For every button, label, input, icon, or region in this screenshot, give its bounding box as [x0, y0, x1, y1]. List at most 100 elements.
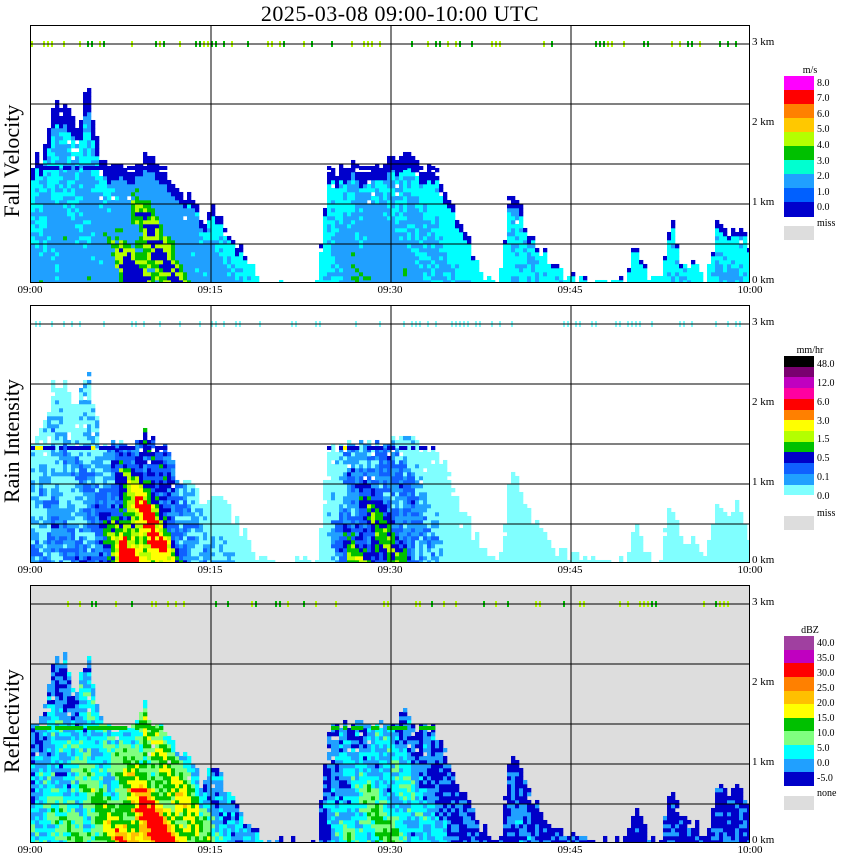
echo-cell — [83, 171, 88, 177]
echo-cell — [99, 519, 104, 525]
echo-cell — [175, 239, 180, 245]
echo-cell — [99, 511, 104, 517]
echo-cell — [155, 235, 160, 241]
echo-cell — [83, 151, 88, 157]
echo-cell — [179, 523, 184, 529]
echo-cell — [79, 135, 84, 141]
echo-cell — [411, 187, 416, 193]
echo-cell — [163, 547, 168, 553]
echo-cell — [367, 219, 372, 225]
echo-cell — [335, 519, 340, 525]
echo-cell — [235, 543, 240, 549]
echo-cell — [79, 463, 84, 469]
echo-cell — [107, 223, 112, 229]
echo-cell — [115, 519, 120, 525]
echo-cell — [51, 187, 56, 193]
echo-cell — [391, 219, 396, 225]
echo-cell — [335, 551, 340, 557]
echo-cell — [51, 487, 56, 493]
echo-cell — [83, 459, 88, 465]
echo-cell — [743, 259, 748, 265]
echo-cell — [91, 551, 96, 557]
echo-cell — [55, 463, 60, 469]
echo-cell — [323, 231, 328, 237]
echo-cell — [339, 555, 344, 561]
echo-cell — [51, 511, 56, 517]
echo-cell — [179, 247, 184, 253]
echo-cell — [63, 539, 68, 545]
echo-cell — [375, 167, 380, 173]
echo-cell — [431, 247, 436, 253]
echo-cell — [239, 555, 244, 561]
echo-cell — [343, 495, 348, 501]
echo-cell — [171, 235, 176, 241]
echo-cell — [91, 247, 96, 253]
echo-cell — [127, 491, 132, 497]
echo-cell — [163, 559, 168, 562]
echo-cell — [223, 503, 228, 509]
echo-cell — [159, 187, 164, 193]
echo-cell — [451, 275, 456, 281]
echo-cell — [67, 263, 72, 269]
echo-cell — [143, 491, 148, 497]
echo-cell — [135, 211, 140, 217]
echo-cell — [683, 267, 688, 273]
echo-cell — [467, 259, 472, 265]
echo-cell — [167, 467, 172, 473]
echo-cell — [527, 255, 532, 261]
echo-cell — [159, 263, 164, 269]
echo-cell — [423, 243, 428, 249]
echo-cell — [367, 215, 372, 221]
echo-cell — [431, 187, 436, 193]
echo-cell — [151, 239, 156, 245]
echo-cell — [627, 279, 632, 282]
echo-cell — [143, 243, 148, 249]
echo-cell — [83, 127, 88, 133]
echo-cell — [511, 231, 516, 237]
echo-cell — [155, 263, 160, 269]
echo-cell — [343, 211, 348, 217]
echo-cell — [187, 271, 192, 277]
echo-cell — [107, 271, 112, 277]
echo-cell — [95, 211, 100, 217]
echo-cell — [119, 191, 124, 197]
echo-cell — [335, 255, 340, 261]
echo-cell — [407, 275, 412, 281]
echo-cell — [735, 235, 740, 241]
echo-cell — [359, 191, 364, 197]
echo-cell — [79, 451, 84, 457]
echo-cell — [175, 519, 180, 525]
echo-cell — [347, 239, 352, 245]
echo-cell — [231, 543, 236, 549]
echo-cell — [35, 543, 40, 549]
echo-cell — [363, 219, 368, 225]
echo-cell — [339, 183, 344, 189]
echo-cell — [175, 271, 180, 277]
echo-cell — [79, 455, 84, 461]
echo-cell — [47, 135, 52, 141]
echo-cell — [327, 531, 332, 537]
echo-cell — [187, 227, 192, 233]
echo-cell — [143, 543, 148, 549]
echo-cell — [423, 267, 428, 273]
echo-cell — [235, 535, 240, 541]
echo-cell — [231, 259, 236, 265]
echo-cell — [207, 267, 212, 273]
echo-cell — [127, 259, 132, 265]
echo-cell — [403, 239, 408, 245]
echo-cell — [139, 471, 144, 477]
echo-cell — [539, 259, 544, 265]
echo-cell — [43, 195, 48, 201]
echo-cell — [143, 239, 148, 245]
echo-cell — [123, 223, 128, 229]
echo-cell — [407, 267, 412, 273]
echo-cell — [395, 171, 400, 177]
echo-cell — [215, 235, 220, 241]
echo-cell — [135, 447, 140, 453]
echo-cell — [695, 275, 700, 281]
echo-cell — [167, 207, 172, 213]
echo-cell — [203, 551, 208, 557]
echo-cell — [83, 467, 88, 473]
echo-cell — [75, 459, 80, 465]
echo-cell — [391, 215, 396, 221]
